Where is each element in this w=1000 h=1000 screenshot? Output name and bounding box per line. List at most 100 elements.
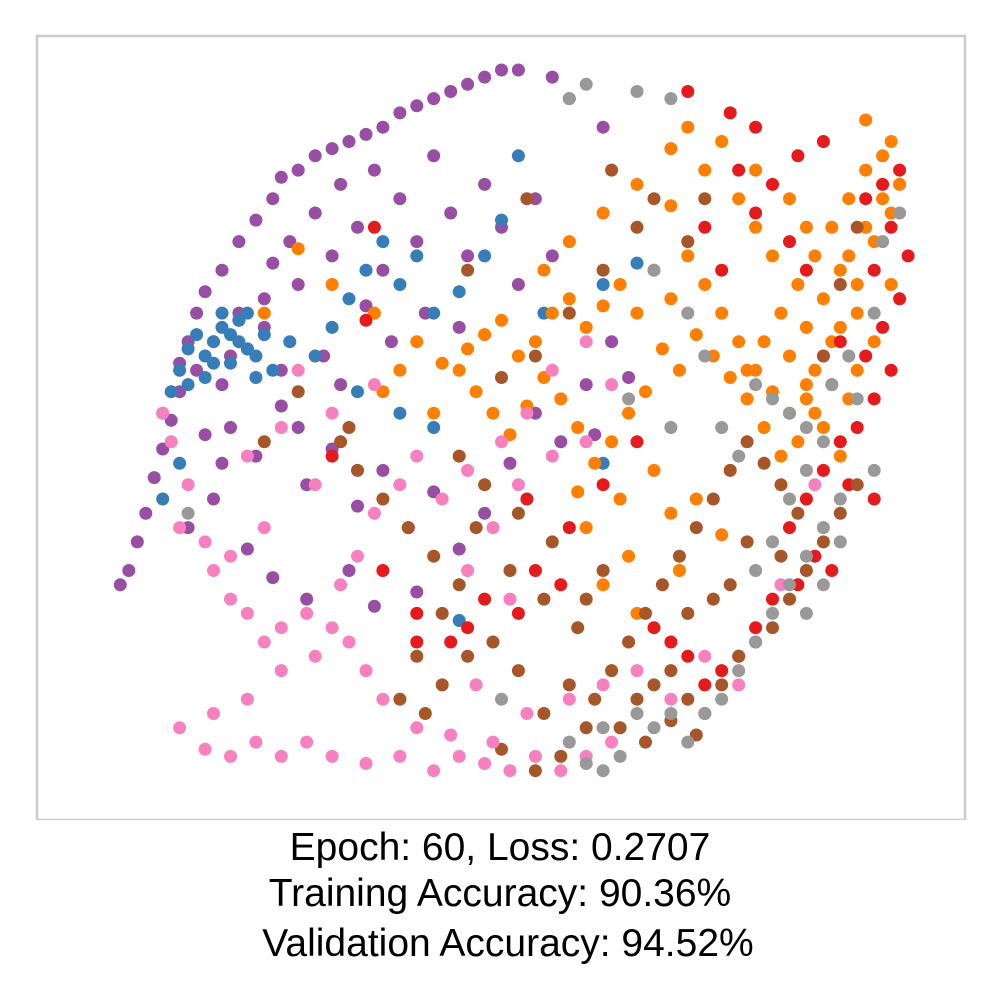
scatter-point-series2-95 bbox=[664, 506, 678, 520]
scatter-point-series5-5 bbox=[240, 606, 254, 620]
scatter-point-series1-9 bbox=[232, 313, 246, 327]
scatter-point-series4-72 bbox=[528, 349, 542, 363]
scatter-point-series2-5 bbox=[528, 335, 542, 349]
scatter-point-series0-94 bbox=[198, 428, 212, 442]
scatter-point-series2-17 bbox=[732, 335, 746, 349]
scatter-point-series3-43 bbox=[596, 478, 610, 492]
scatter-point-series2-51 bbox=[486, 406, 500, 420]
scatter-point-series2-7 bbox=[562, 292, 576, 306]
scatter-point-series1-17 bbox=[249, 349, 263, 363]
scatter-point-series4-1 bbox=[647, 678, 661, 692]
scatter-point-series2-36 bbox=[740, 392, 754, 406]
scatter-point-series2-60 bbox=[816, 292, 830, 306]
scatter-point-series4-40 bbox=[435, 606, 449, 620]
scatter-point-series4-42 bbox=[427, 549, 441, 563]
scatter-point-series5-41 bbox=[410, 449, 424, 463]
scatter-point-series4-0 bbox=[630, 692, 644, 706]
scatter-point-series0-28 bbox=[478, 70, 492, 84]
scatter-point-series6-19 bbox=[749, 635, 763, 649]
scatter-point-series3-22 bbox=[715, 664, 729, 678]
scatter-point-series6-18 bbox=[766, 606, 779, 620]
scatter-point-series2-53 bbox=[452, 363, 466, 377]
scatter-point-series4-19 bbox=[672, 549, 686, 563]
scatter-point-series1-32 bbox=[478, 249, 492, 263]
scatter-point-series5-50 bbox=[545, 449, 559, 463]
scatter-point-series0-26 bbox=[444, 85, 458, 98]
scatter-point-series3-29 bbox=[816, 135, 830, 148]
scatter-point-series6-48 bbox=[842, 349, 856, 363]
scatter-point-series3-44 bbox=[562, 521, 576, 535]
scatter-point-series0-30 bbox=[511, 63, 525, 77]
scatter-point-series0-96 bbox=[291, 421, 305, 434]
scatter-point-series5-40 bbox=[393, 478, 407, 492]
scatter-point-series3-39 bbox=[833, 335, 847, 349]
scatter-point-series2-0 bbox=[435, 356, 449, 370]
scatter-point-series2-2 bbox=[478, 328, 492, 342]
scatter-point-series5-32 bbox=[486, 735, 500, 749]
scatter-point-series1-4 bbox=[190, 328, 204, 342]
scatter-point-series1-20 bbox=[240, 306, 254, 320]
scatter-point-series0-42 bbox=[291, 278, 305, 291]
scatter-point-series5-20 bbox=[300, 735, 314, 749]
scatter-point-series2-33 bbox=[791, 435, 805, 449]
scatter-point-series6-26 bbox=[630, 707, 644, 720]
scatter-point-series0-68 bbox=[452, 542, 466, 556]
scatter-point-series2-91 bbox=[859, 113, 873, 127]
scatter-point-series5-43 bbox=[461, 463, 475, 477]
scatter-point-series6-8 bbox=[766, 392, 779, 406]
scatter-point-series0-6 bbox=[164, 413, 178, 427]
scatter-point-series4-75 bbox=[520, 192, 534, 206]
scatter-point-series3-38 bbox=[715, 263, 729, 277]
scatter-point-series6-23 bbox=[681, 735, 695, 749]
scatter-point-series1-13 bbox=[181, 378, 195, 392]
scatter-point-series3-46 bbox=[511, 606, 525, 620]
scatter-point-series2-39 bbox=[689, 328, 703, 342]
scatter-point-series6-11 bbox=[816, 435, 830, 449]
scatter-point-series1-33 bbox=[495, 213, 508, 227]
scatter-point-series2-111 bbox=[630, 177, 644, 191]
scatter-point-series6-30 bbox=[562, 735, 576, 749]
scatter-point-series0-2 bbox=[130, 535, 144, 549]
scatter-point-series3-4 bbox=[901, 249, 915, 263]
scatter-point-series2-14 bbox=[681, 249, 695, 263]
scatter-point-series5-67 bbox=[240, 449, 254, 463]
scatter-point-series1-15 bbox=[215, 306, 229, 320]
scatter-point-series3-15 bbox=[783, 521, 796, 535]
scatter-point-series2-81 bbox=[766, 249, 779, 263]
scatter-point-series4-10 bbox=[799, 564, 813, 577]
scatter-point-series2-41 bbox=[655, 342, 669, 356]
scatter-point-series2-61 bbox=[833, 263, 847, 277]
scatter-point-series4-25 bbox=[613, 721, 627, 735]
scatter-point-series3-24 bbox=[681, 649, 695, 663]
scatter-point-series0-36 bbox=[215, 378, 229, 392]
scatter-point-series4-12 bbox=[791, 506, 805, 520]
scatter-point-series4-68 bbox=[681, 235, 695, 249]
scatter-point-series2-108 bbox=[537, 263, 551, 277]
caption-training-accuracy: Training Accuracy: 90.36% bbox=[268, 872, 732, 915]
scatter-point-series2-83 bbox=[732, 192, 746, 206]
scatter-point-series4-59 bbox=[681, 606, 695, 620]
scatter-point-series0-65 bbox=[376, 463, 390, 477]
scatter-point-series5-8 bbox=[300, 606, 314, 620]
scatter-point-series4-17 bbox=[706, 492, 720, 506]
scatter-point-series3-56 bbox=[325, 449, 339, 463]
scatter-point-series5-64 bbox=[808, 478, 822, 492]
scatter-point-series0-73 bbox=[579, 378, 593, 392]
scatter-point-series4-58 bbox=[706, 592, 720, 606]
scatter-point-series1-24 bbox=[325, 320, 339, 334]
scatter-point-series4-46 bbox=[334, 435, 348, 449]
scatter-point-series4-22 bbox=[622, 635, 636, 649]
scatter-point-series4-62 bbox=[833, 506, 847, 520]
scatter-point-series6-24 bbox=[664, 707, 678, 720]
scatter-point-series0-72 bbox=[554, 435, 568, 449]
scatter-point-series2-94 bbox=[622, 549, 636, 563]
scatter-point-series0-67 bbox=[427, 485, 441, 499]
scatter-point-series6-34 bbox=[833, 535, 847, 549]
scatter-point-series1-11 bbox=[249, 371, 263, 384]
scatter-point-series4-8 bbox=[766, 621, 779, 635]
scatter-point-series6-20 bbox=[732, 664, 746, 678]
scatter-point-series5-25 bbox=[452, 749, 466, 763]
caption-validation-accuracy: Validation Accuracy: 94.52% bbox=[262, 922, 754, 965]
scatter-point-series6-12 bbox=[850, 392, 864, 406]
scatter-point-series1-39 bbox=[393, 406, 407, 420]
